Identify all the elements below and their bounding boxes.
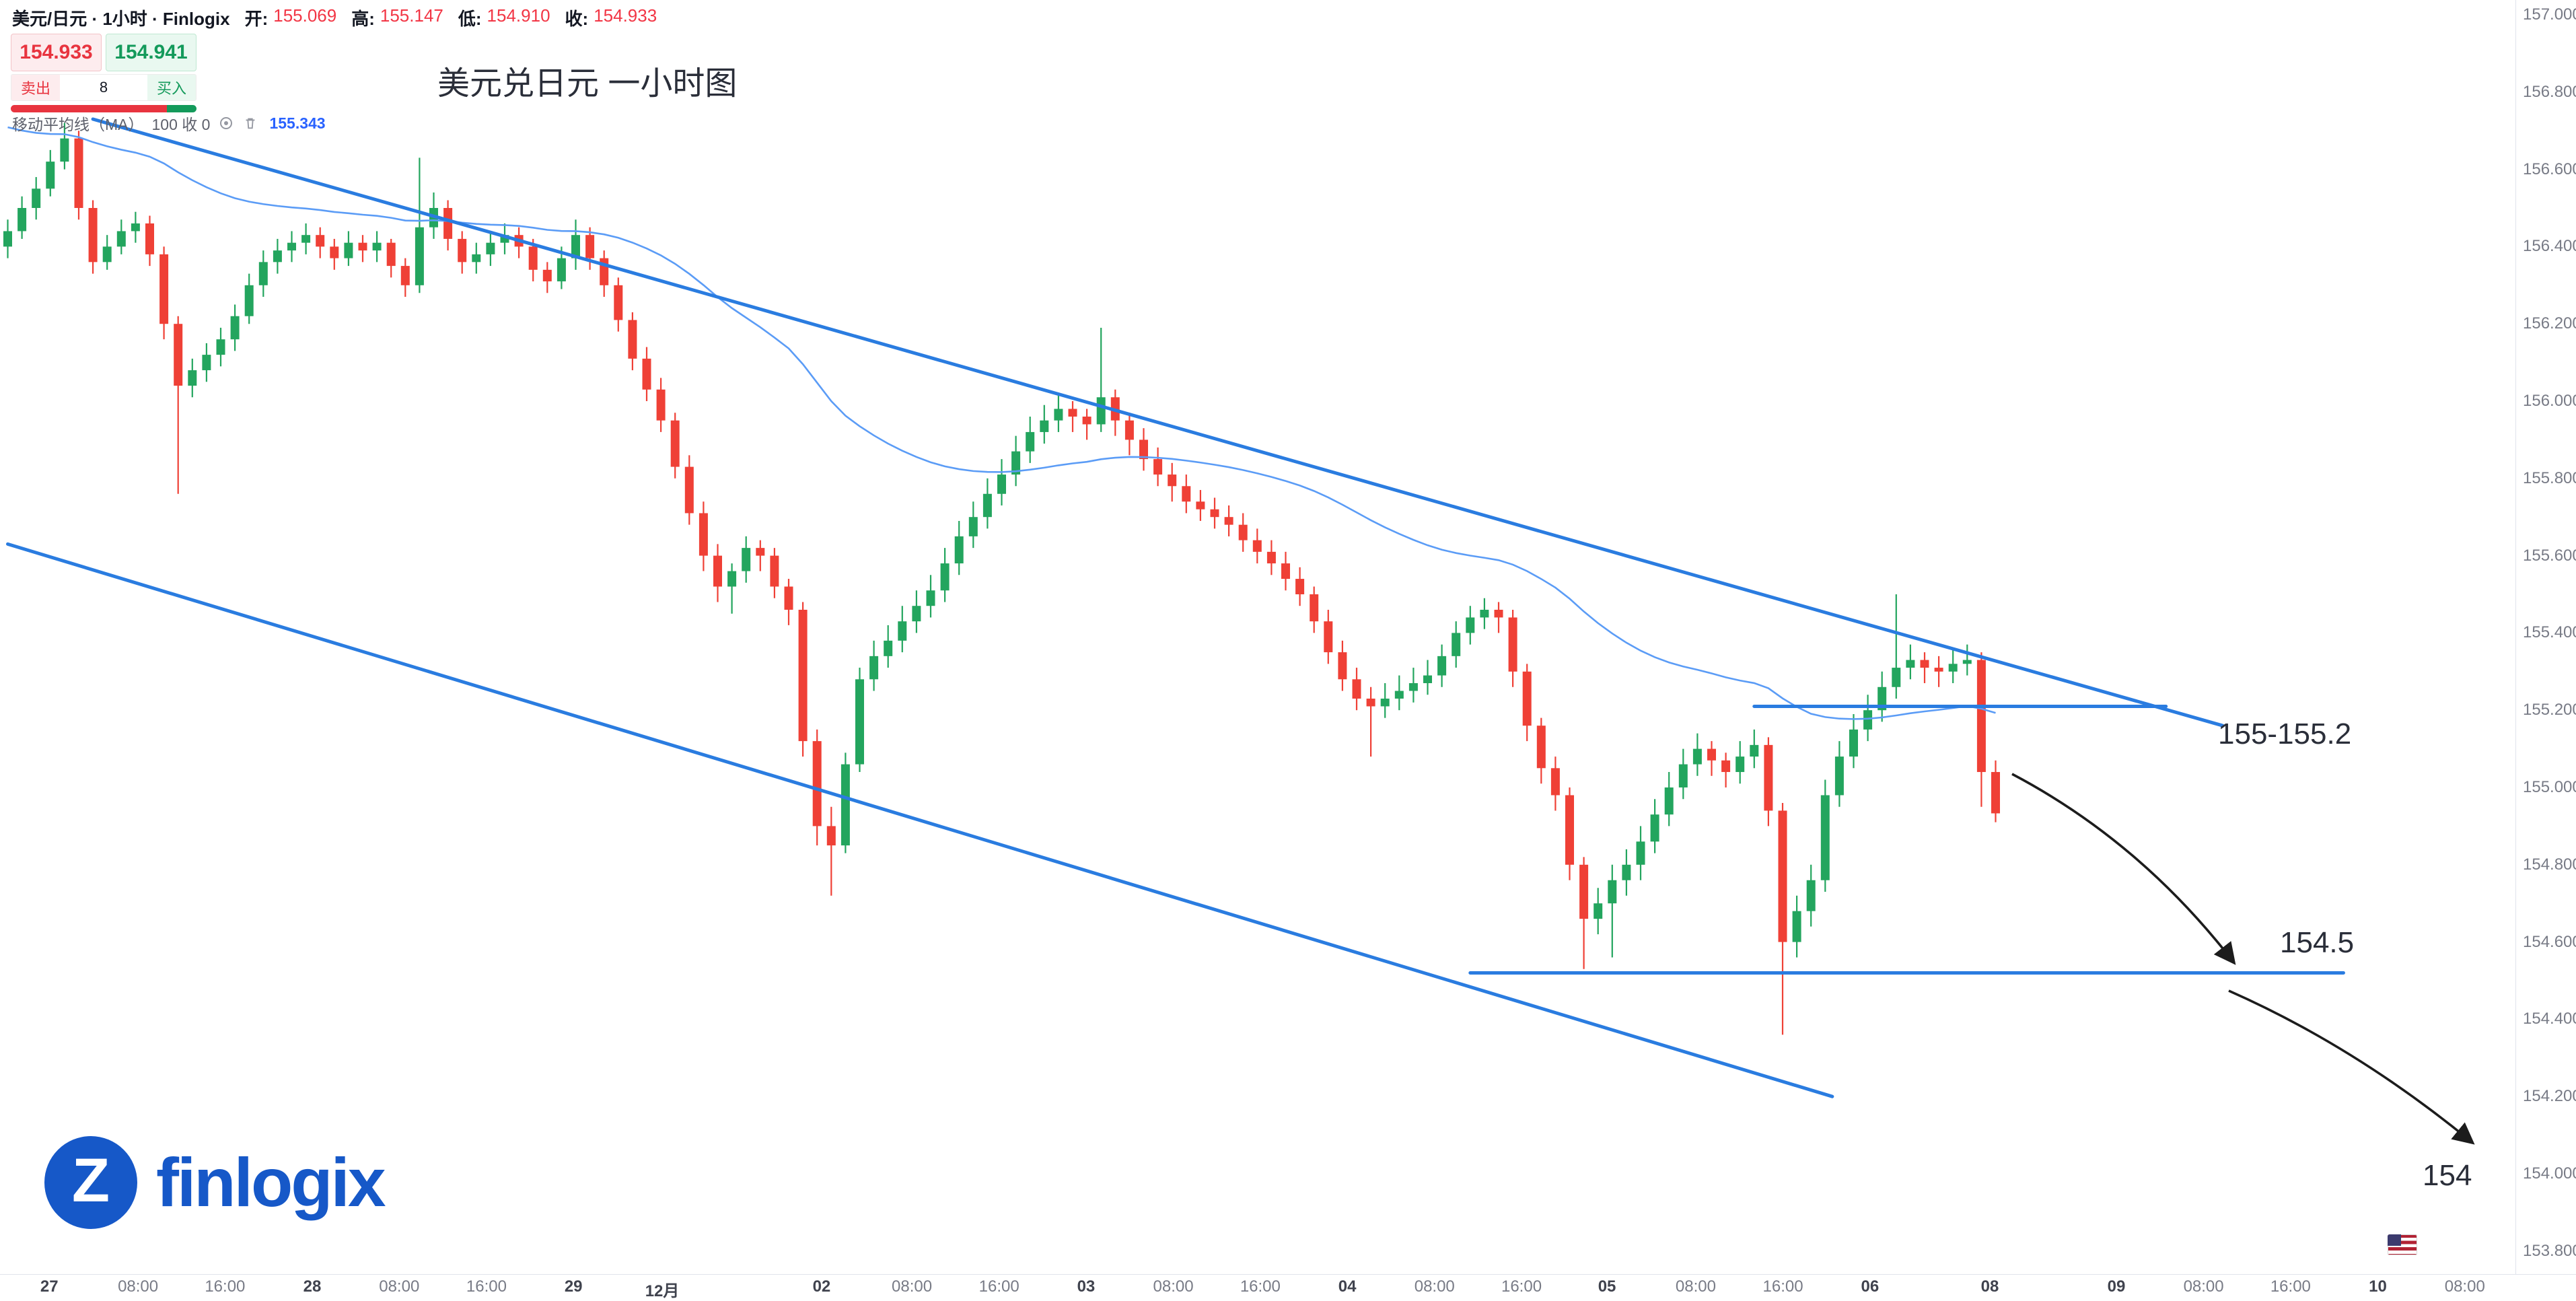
depth-sell-segment xyxy=(11,105,167,112)
price-axis-label: 154.400 xyxy=(2523,1010,2576,1028)
time-axis-label: 16:00 xyxy=(1240,1277,1281,1296)
price-axis-label: 154.800 xyxy=(2523,855,2576,874)
price-axis-label: 157.000 xyxy=(2523,5,2576,24)
depth-buy-segment xyxy=(166,105,196,112)
price-axis-label: 156.000 xyxy=(2523,392,2576,410)
time-axis-label: 08:00 xyxy=(1414,1277,1455,1296)
close-label: 收: xyxy=(565,9,589,29)
time-axis-label: 29 xyxy=(564,1277,583,1296)
order-panel: 154.933 154.941 卖出 8 买入 xyxy=(11,34,196,112)
time-axis[interactable]: 27 08:00 16:00 28 08:00 16:00 29 12月 02 08:00 16:0… xyxy=(0,1274,2576,1300)
time-axis-label: 04 xyxy=(1338,1277,1357,1296)
spread-value: 8 xyxy=(60,75,147,100)
sell-button[interactable]: 154.933 xyxy=(11,34,102,71)
time-axis-label: 08:00 xyxy=(118,1277,159,1296)
depth-bar xyxy=(11,105,196,112)
logo-text: finlogix xyxy=(156,1144,386,1221)
open-value: 155.069 xyxy=(273,5,337,26)
price-axis-label: 156.200 xyxy=(2523,314,2576,333)
finlogix-logo-icon: Z xyxy=(44,1136,137,1229)
time-axis-label: 02 xyxy=(812,1277,831,1296)
time-axis-label: 16:00 xyxy=(466,1277,507,1296)
symbol-info-bar: 美元/日元 · 1小时 · Finlogix 开: 155.069 高: 155… xyxy=(12,5,657,30)
time-axis-label: 03 xyxy=(1077,1277,1096,1296)
ma-label: 移动平均线（MA） xyxy=(12,116,144,133)
time-axis-label: 08:00 xyxy=(1675,1277,1716,1296)
chart-title: 美元兑日元 一小时图 xyxy=(437,66,738,102)
price-axis-label: 155.000 xyxy=(2523,778,2576,796)
time-axis-label: 08:00 xyxy=(892,1277,933,1296)
price-axis-label: 154.600 xyxy=(2523,932,2576,951)
time-axis-label: 08:00 xyxy=(379,1277,420,1296)
time-axis-label: 08:00 xyxy=(2444,1277,2485,1296)
price-axis-label: 156.600 xyxy=(2523,160,2576,178)
ohlc-high: 高: 155.147 xyxy=(351,5,443,30)
low-label: 低: xyxy=(458,9,482,29)
price-axis-label: 155.600 xyxy=(2523,546,2576,565)
ma-value: 155.343 xyxy=(269,114,326,132)
finlogix-logo: Z finlogix xyxy=(44,1136,386,1229)
ohlc-close: 收: 154.933 xyxy=(565,5,657,30)
close-value: 154.933 xyxy=(594,5,657,26)
open-label: 开: xyxy=(244,9,269,29)
low-value: 154.910 xyxy=(487,5,550,26)
symbol-title[interactable]: 美元/日元 · 1小时 · Finlogix xyxy=(12,9,230,29)
delete-icon[interactable] xyxy=(242,115,258,131)
sell-label[interactable]: 卖出 xyxy=(11,75,60,100)
time-axis-label: 09 xyxy=(2107,1277,2126,1296)
time-axis-label: 28 xyxy=(303,1277,322,1296)
price-axis-label: 154.000 xyxy=(2523,1164,2576,1183)
high-value: 155.147 xyxy=(380,5,443,26)
flag-canton xyxy=(2388,1234,2402,1246)
price-axis-label: 156.800 xyxy=(2523,82,2576,101)
time-axis-label: 16:00 xyxy=(978,1277,1019,1296)
time-axis-label: 12月 xyxy=(645,1282,680,1300)
price-axis[interactable]: 157.000 156.800 156.600 156.400 156.200 156.0… xyxy=(2515,0,2576,1274)
us-flag-icon[interactable] xyxy=(2388,1234,2417,1255)
time-axis-label: 06 xyxy=(1861,1277,1880,1296)
logo-mark-letter: Z xyxy=(71,1146,110,1215)
price-axis-label: 155.800 xyxy=(2523,468,2576,487)
buy-label[interactable]: 买入 xyxy=(147,75,196,100)
time-axis-label: 16:00 xyxy=(1501,1277,1542,1296)
price-axis-label: 153.800 xyxy=(2523,1241,2576,1260)
buy-button[interactable]: 154.941 xyxy=(106,34,196,71)
time-axis-label: 27 xyxy=(40,1277,59,1296)
time-axis-label: 08:00 xyxy=(2183,1277,2224,1296)
resistance-annotation[interactable]: 155-155.2 xyxy=(2218,717,2352,750)
time-axis-label: 08 xyxy=(1980,1277,1999,1296)
high-label: 高: xyxy=(351,9,375,29)
time-axis-label: 08:00 xyxy=(1153,1277,1194,1296)
time-axis-label: 16:00 xyxy=(205,1277,246,1296)
price-axis-label: 156.400 xyxy=(2523,237,2576,256)
price-axis-label: 154.200 xyxy=(2523,1087,2576,1106)
price-axis-label: 155.200 xyxy=(2523,701,2576,719)
ma-indicator-legend[interactable]: 移动平均线（MA） 100 收 0 155.343 xyxy=(12,112,326,135)
support-annotation[interactable]: 154.5 xyxy=(2280,926,2355,959)
time-axis-label: 05 xyxy=(1598,1277,1616,1296)
time-axis-label: 16:00 xyxy=(2270,1277,2311,1296)
ohlc-low: 低: 154.910 xyxy=(458,5,550,30)
time-axis-label: 16:00 xyxy=(1762,1277,1803,1296)
price-axis-label: 155.400 xyxy=(2523,623,2576,642)
ma-params: 100 收 0 xyxy=(151,116,211,133)
ohlc-open: 开: 155.069 xyxy=(245,5,337,30)
time-axis-label: 10 xyxy=(2369,1277,2387,1296)
visibility-icon[interactable] xyxy=(218,115,234,131)
target-annotation[interactable]: 154 xyxy=(2423,1159,2472,1192)
